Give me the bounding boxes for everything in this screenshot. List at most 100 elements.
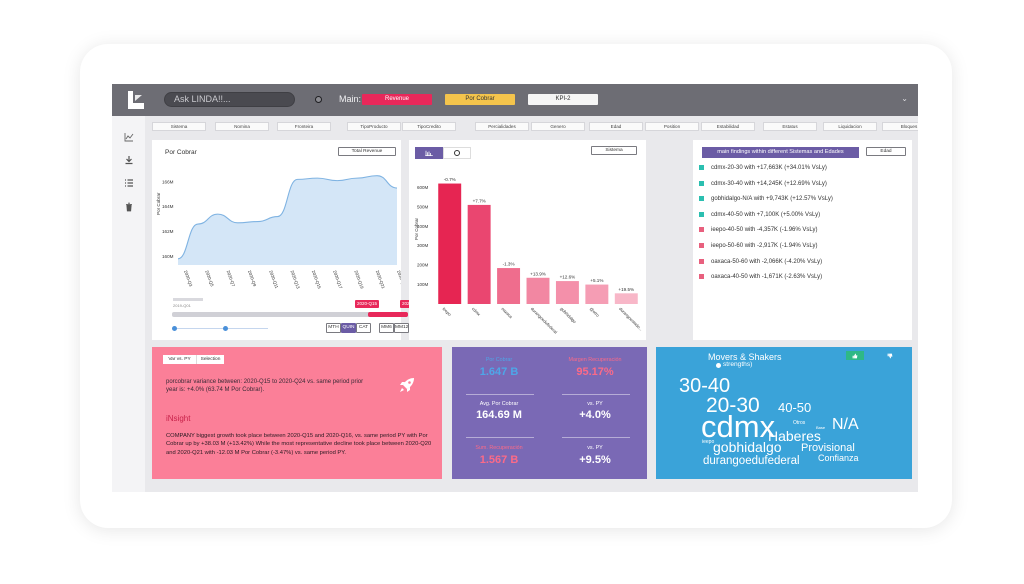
finding-marker [699,274,704,280]
findings-title[interactable]: main findings within different Sistemas … [702,147,859,158]
zoom-slider-track[interactable] [172,328,227,329]
filter-tipocredito[interactable]: TipoCredito [402,122,456,131]
x-tick-label: 2020-Q17 [332,270,343,290]
filter-fronteira[interactable]: Fronteira [277,122,331,131]
filter-position[interactable]: Position [645,122,699,131]
filter-bar: Sistema Nomina Fronteira TipoProducto TipoCr… [152,122,918,132]
bar [438,183,462,304]
y-tick-label: 600M [417,185,429,190]
x-tick-label: cdmx [471,306,482,317]
x-tick-label: 2020-Q15 [311,270,322,290]
x-tick-label: @otro [589,306,601,318]
bar-chart-card: Sistema 100M 200M 300M 400M 500M 600M Por Cobr… [409,140,646,340]
range-selected[interactable] [368,312,408,317]
filter-sistema[interactable]: Sistema [152,122,206,131]
x-tick-label: 2020-Q11 [268,270,279,290]
filter-estatus[interactable]: Estatus [763,122,817,131]
finding-text: cdmx-30-40 with +14,245K (+12.69% VsLy) [711,180,827,187]
x-tick-label: 2020-Q13 [290,270,301,290]
filter-tipoproducto[interactable]: TipoProducto [347,122,401,131]
logo-icon [128,91,144,109]
y-tick-label: 164M [162,204,174,209]
zoom-slider-handle-2[interactable] [223,326,228,331]
finding-item: ieepo-50-60 with -2,917K (-1.94% VsLy) [699,242,818,252]
findings-card: main findings within different Sistemas … [693,140,912,340]
tab-kpi-2[interactable]: KPI-2 [528,94,598,105]
quin-button[interactable]: QUIN [341,323,356,333]
cat-button[interactable]: CAT [356,323,371,333]
insight-card: Var vs. PY Selection porcobrar variance … [152,347,442,479]
tab-revenue[interactable]: Revenue [362,94,432,105]
x-tick-label: durangoestado... [618,306,644,332]
trash-icon[interactable] [124,202,134,212]
zoom-slider-handle[interactable] [172,326,177,331]
bar [497,268,521,304]
finding-marker [699,242,704,248]
pie-view-toggle[interactable] [443,147,471,159]
por-cobrar-label: Por Cobrar [485,357,513,363]
y-tick-label: 162M [162,229,174,234]
edad-button[interactable]: Edad [866,147,906,156]
filter-liquidacion[interactable]: Liquidacion [823,122,877,131]
sum-label: Sum. Recuperación [475,445,523,451]
word-cloud-item: Otros [793,420,806,426]
top-bar: Ask LINDA!!... Main: Revenue Por Cobrar … [112,84,918,116]
line-chart-card: Por Cobrar Total Revenue 160M 162M 164M 166… [152,140,424,340]
x-tick-label: 2020-Q7 [226,270,237,288]
word-cloud-item: cdmx [701,409,776,444]
x-tick-label: ieepo [442,306,453,317]
x-tick-label: durangoedufederal [530,306,558,334]
finding-marker [699,180,704,186]
word-cloud-item: 30-40 [679,375,731,397]
filter-nomina[interactable]: Nomina [215,122,269,131]
x-tick-label: 2020-Q3 [183,270,194,288]
chevron-down-icon[interactable]: ⌄ [901,94,908,103]
main-label: Main: [339,94,362,104]
divider [562,394,630,395]
range-start-handle[interactable]: 2020-Q15 [355,300,379,308]
x-tick-label: 2020-Q21 [375,270,386,290]
tab-por-cobrar[interactable]: Por Cobrar [445,94,515,105]
finding-item: cdmx-30-40 with +14,245K (+12.69% VsLy) [699,180,827,190]
finding-marker [699,227,704,233]
avg-value: 164.69 M [476,409,522,421]
word-cloud-item: N/A [832,416,859,433]
thumbs-down-button[interactable] [884,351,896,360]
mm12-button[interactable]: MM12 [394,323,409,333]
word-cloud-item: durangoedufederal [703,455,800,467]
finding-marker [699,211,704,217]
ask-input[interactable]: Ask LINDA!!... [164,92,295,107]
filter-edad[interactable]: Edad [589,122,643,131]
rocket-icon [400,378,414,392]
sistema-button[interactable]: Sistema [591,146,637,155]
range-track[interactable] [172,312,408,317]
thumbs-down-icon [887,353,893,359]
tab-var-vs-py[interactable]: Var vs. PY [163,355,196,364]
record-icon[interactable] [315,96,322,103]
divider [466,394,534,395]
vs-py-label-2: vs. PY [587,445,603,451]
mth-button[interactable]: MTH [326,323,341,333]
download-icon[interactable] [124,155,134,165]
donut-icon [454,150,460,156]
mm6-button[interactable]: MM6 [379,323,394,333]
filter-genero[interactable]: Genero [531,122,585,131]
finding-item: ieepo-40-50 with -4,357K (-1.96% VsLy) [699,226,818,236]
bar-view-toggle[interactable] [415,147,443,159]
thumbs-up-button[interactable] [846,351,864,360]
filter-estabilidad[interactable]: Estabilidad [701,122,755,131]
finding-marker [699,196,704,202]
zoom-slider-track-2[interactable] [223,328,268,329]
chart-icon[interactable] [124,132,134,142]
list-icon[interactable] [124,178,134,188]
y-tick-label: 160M [162,254,174,259]
filter-bloques[interactable]: Bloques [882,122,918,131]
total-revenue-button[interactable]: Total Revenue [338,147,396,156]
bar [555,281,579,304]
tab-selection[interactable]: Selection [196,355,224,364]
x-tick-label: 2020-Q24 [396,270,401,290]
dashboard-app: Ask LINDA!!... Main: Revenue Por Cobrar … [112,84,918,492]
sidebar [112,116,145,492]
insight-heading: iNsight [166,414,191,423]
filter-percialidades[interactable]: Percialidades [475,122,529,131]
